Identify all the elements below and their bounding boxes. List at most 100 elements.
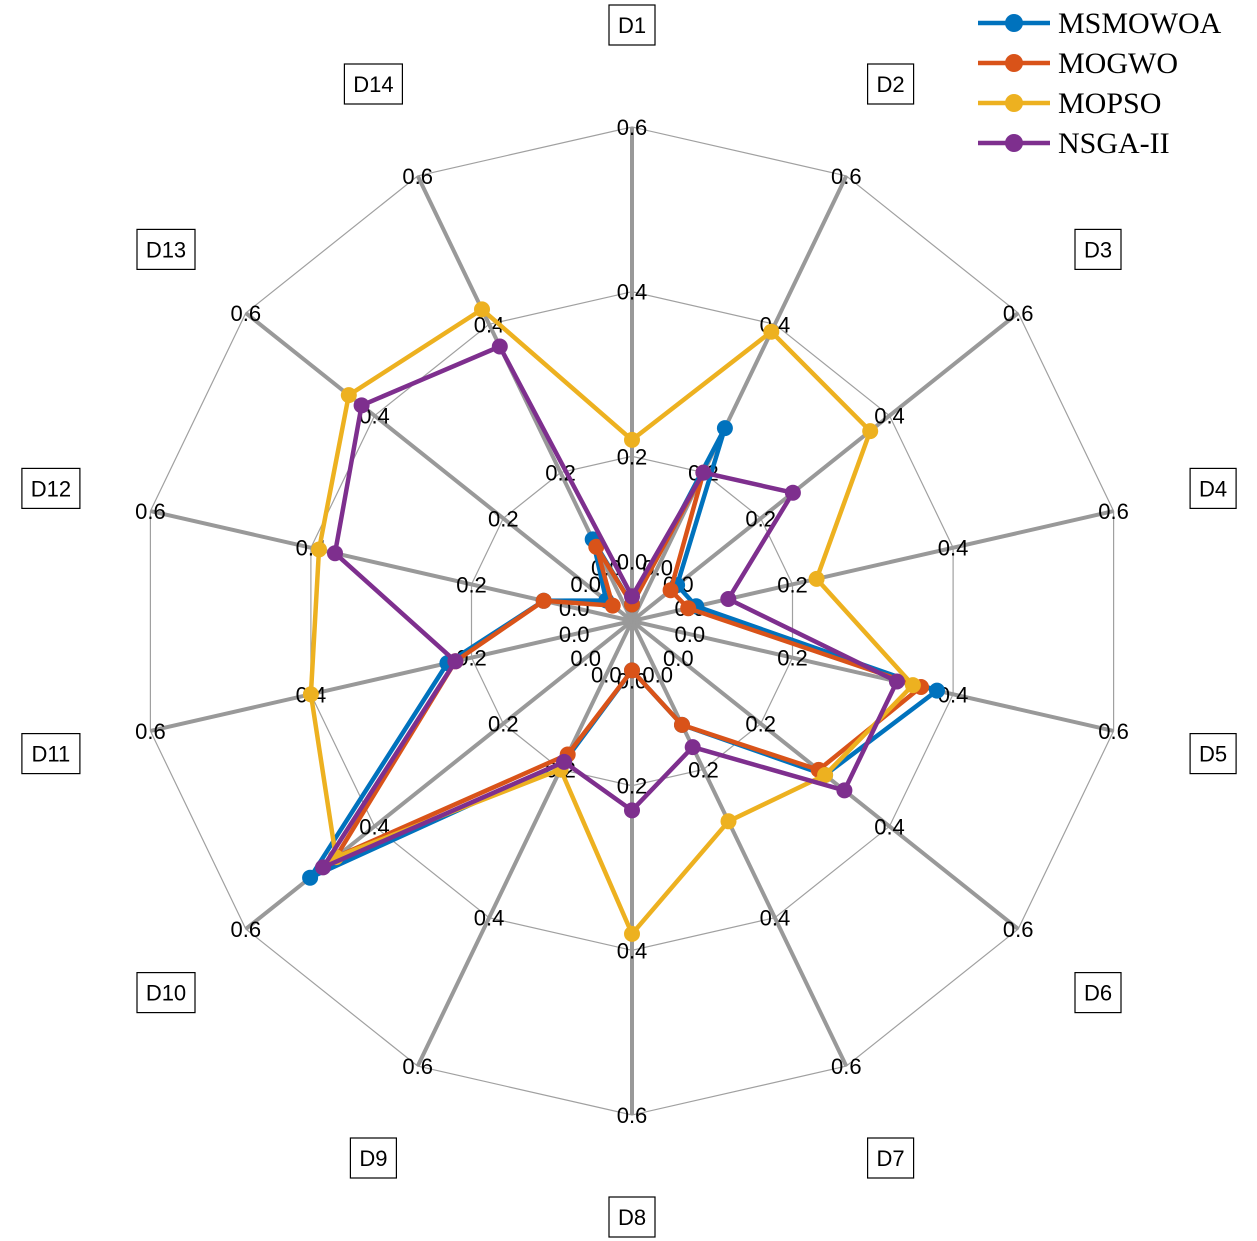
data-point-msmowoa-d10 (302, 869, 319, 886)
axis-label-box (1189, 732, 1237, 775)
tick-label: 0.4 (474, 906, 505, 931)
data-point-nsga-ii-d4 (720, 591, 737, 607)
data-point-mogwo-d4 (680, 600, 697, 617)
data-point-nsga-ii-d5 (888, 673, 905, 690)
axis-label-text: D7 (877, 1146, 905, 1171)
tick-label: 0.0 (675, 622, 706, 647)
data-point-nsga-ii-d13 (353, 397, 370, 414)
data-point-nsga-ii-d3 (784, 484, 801, 501)
tick-label: 0.6 (1003, 917, 1034, 942)
data-point-mopso-d8 (624, 925, 640, 942)
data-point-mogwo-d8 (624, 662, 640, 679)
data-point-mopso-d7 (720, 813, 737, 830)
spoke-d9 (415, 620, 634, 1067)
data-point-nsga-ii-d9 (556, 753, 573, 770)
legend-label: MSMOWOA (1058, 7, 1222, 40)
data-point-nsga-ii-d14 (491, 338, 508, 355)
tick-label: 0.6 (135, 499, 166, 524)
tick-label: 0.4 (617, 938, 648, 963)
series-mopso (302, 301, 921, 942)
data-point-mopso-d1 (624, 431, 640, 448)
data-point-msmowoa-d5 (929, 682, 945, 699)
tick-label: 0.4 (874, 814, 905, 839)
data-point-mopso-d4 (808, 570, 825, 587)
axis-label-text: D3 (1084, 237, 1112, 262)
tick-label: 0.0 (570, 572, 601, 597)
spoke-d3 (630, 311, 1020, 623)
legend-label: MOGWO (1058, 47, 1178, 80)
legend-item-msmowoa: MSMOWOA (978, 7, 1222, 40)
series-nsga-ii (315, 338, 905, 876)
data-point-msmowoa-d2 (716, 420, 733, 437)
series-layer (302, 301, 945, 942)
data-point-mogwo-d14 (588, 538, 605, 555)
axis-label-box (608, 1196, 656, 1238)
tick-label: 0.6 (1003, 301, 1034, 326)
axis-label-box (21, 732, 81, 775)
legend-item-mopso: MOPSO (978, 87, 1161, 120)
data-point-mopso-d13 (340, 387, 357, 404)
tick-label: 0.6 (402, 164, 433, 189)
spoke-d5 (631, 619, 1115, 733)
axis-label-text: D6 (1084, 981, 1112, 1006)
tick-label: 0.6 (617, 1103, 648, 1128)
tick-label: 0.4 (874, 404, 905, 429)
axis-label-d6: D6 (1074, 971, 1122, 1014)
data-point-mogwo-d12 (535, 592, 552, 609)
series-line-mopso (308, 307, 916, 937)
tick-label: 0.6 (831, 1054, 862, 1079)
data-point-nsga-ii-d6 (836, 782, 853, 799)
axis-label-d8: D8 (608, 1196, 656, 1238)
axis-label-text: D14 (353, 72, 393, 97)
axis-label-box (866, 63, 915, 105)
axis-labels: D1 D2 D3 D4 D5 D6 D7 D8 D9 D10 D11 D12 D13 D14 (21, 4, 1237, 1238)
tick-label: 0.2 (688, 757, 719, 782)
axis-label-d9: D9 (349, 1137, 397, 1179)
legend: MSMOWOA MOGWO MOPSO NSGA-II (978, 7, 1222, 160)
data-point-nsga-ii-d7 (684, 739, 701, 756)
tick-label: 0.2 (488, 712, 519, 737)
tick-label: 0.0 (642, 662, 673, 687)
legend-item-mogwo: MOGWO (978, 47, 1178, 80)
legend-label: NSGA-II (1058, 127, 1170, 160)
axis-label-box (1189, 467, 1237, 509)
tick-label: 0.2 (777, 646, 808, 671)
data-point-mogwo-d3 (662, 582, 679, 599)
tick-label: 0.0 (617, 550, 648, 575)
data-point-mopso-d6 (817, 767, 834, 783)
data-point-mopso-d3 (862, 423, 879, 440)
data-point-nsga-ii-d10 (315, 859, 331, 876)
spoke-d13 (244, 311, 634, 623)
spoke-d11 (149, 619, 633, 733)
tick-label: 0.4 (760, 906, 791, 931)
data-point-mopso-d2 (763, 323, 780, 340)
axis-label-box (866, 1137, 915, 1179)
axis-label-box (21, 467, 81, 509)
axis-label-box (608, 4, 656, 46)
axis-label-d7: D7 (866, 1137, 915, 1179)
data-point-mogwo-d7 (674, 716, 690, 733)
data-point-mopso-d5 (904, 677, 921, 694)
tick-label: 0.2 (488, 506, 519, 531)
legend-marker (1005, 134, 1023, 152)
axis-label-d12: D12 (21, 467, 81, 509)
tick-label: 0.0 (663, 646, 694, 671)
tick-label: 0.0 (559, 622, 590, 647)
axis-spokes (149, 127, 1115, 1115)
axis-label-text: D2 (877, 72, 905, 97)
axis-label-text: D12 (31, 476, 71, 501)
axis-label-text: D4 (1199, 476, 1227, 501)
data-point-nsga-ii-d12 (327, 545, 343, 562)
spoke-d4 (631, 509, 1115, 623)
tick-label: 0.6 (402, 1054, 433, 1079)
axis-label-text: D8 (618, 1205, 646, 1230)
tick-label: 0.2 (617, 444, 648, 469)
legend-marker (1005, 54, 1023, 72)
data-point-nsga-ii-d1 (624, 588, 640, 605)
axis-label-box (1074, 971, 1122, 1014)
axis-label-d11: D11 (21, 732, 81, 775)
tick-label: 0.2 (745, 712, 776, 737)
tick-label: 0.2 (617, 774, 648, 799)
tick-label: 0.2 (456, 572, 487, 597)
